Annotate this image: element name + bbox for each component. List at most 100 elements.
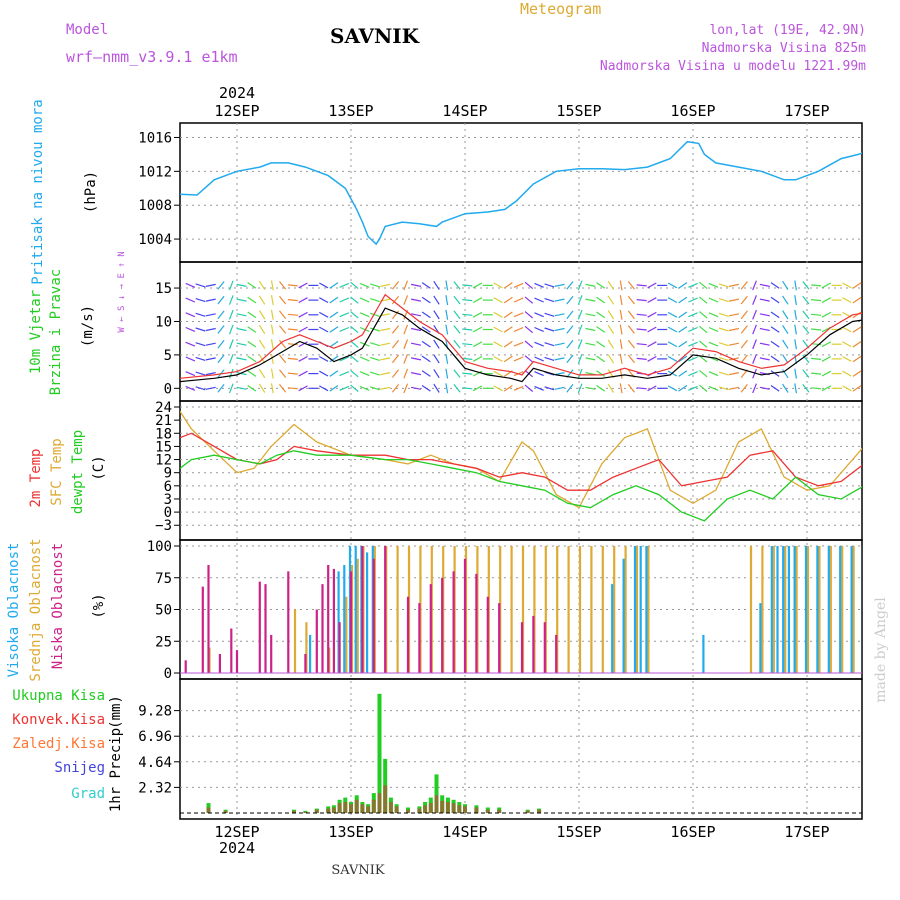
- wind-arrow: [566, 384, 574, 393]
- wind-arrow: [236, 386, 247, 390]
- station-title: SAVNIK: [330, 24, 420, 48]
- wind-arrow: [699, 325, 708, 334]
- wind-arrow: [667, 341, 678, 348]
- wind-arrow: [370, 283, 380, 288]
- conv-rain-bar: [406, 809, 410, 813]
- wind-arrow: [667, 297, 678, 304]
- wind-arrow: [433, 383, 440, 393]
- wind-arrow: [678, 340, 688, 348]
- wind-arrow: [258, 324, 266, 335]
- x-tick-top-12sep: 12SEP: [214, 102, 259, 120]
- wind-arrow: [370, 386, 380, 391]
- wind-arrow: [270, 353, 274, 364]
- wind-arrow: [298, 355, 308, 362]
- y-tick-wind-3: 15: [155, 281, 172, 297]
- wind-arrow: [513, 341, 524, 347]
- wind-arrow: [699, 384, 708, 392]
- wind-arrow: [678, 370, 688, 377]
- wind-arrow: [258, 339, 266, 349]
- wind-arrow: [852, 385, 862, 392]
- wind-arrow: [472, 326, 483, 333]
- wind-arrow: [811, 313, 822, 316]
- wind-arrow: [410, 327, 422, 332]
- wind-arrow: [445, 295, 449, 306]
- wind-arrow: [554, 298, 565, 302]
- wind-arrow: [410, 342, 422, 346]
- conv-rain-bar: [451, 803, 456, 813]
- wind-axis-title-1: 10m Vjetar: [28, 290, 44, 374]
- wind-arrow: [319, 282, 329, 289]
- wind-arrow: [270, 339, 274, 350]
- wind-arrow: [534, 341, 544, 347]
- wind-arrow: [319, 311, 329, 318]
- wind-arrow: [708, 326, 719, 332]
- wind-arrow: [667, 311, 678, 318]
- wind-arrow: [585, 342, 596, 346]
- wind-arrow: [195, 371, 206, 376]
- wind-arrow: [195, 386, 206, 391]
- legend-snow: Snijeg: [54, 760, 105, 776]
- wind-arrow: [503, 355, 513, 363]
- wind-arrow: [554, 313, 565, 317]
- wind-arrow: [718, 312, 729, 317]
- wind-arrow: [619, 339, 623, 350]
- wind-arrow: [596, 355, 606, 363]
- wind-arrow: [852, 326, 862, 333]
- wind-arrow: [585, 298, 596, 302]
- wind-arrow: [577, 324, 583, 335]
- dewpt-label: dewpt Temp: [70, 430, 86, 514]
- wind-arrow: [842, 370, 852, 377]
- wind-arrow: [794, 383, 797, 394]
- wind-arrow: [329, 385, 339, 392]
- wind-arrow: [740, 325, 748, 334]
- precip-unit: (mm): [108, 695, 124, 729]
- wind-arrow: [339, 282, 350, 288]
- wind-arrow: [708, 282, 719, 288]
- wind-speed-line: [180, 307, 862, 383]
- wind-arrow: [821, 385, 832, 392]
- wind-arrow: [811, 372, 822, 375]
- wind-arrow: [247, 296, 257, 304]
- wind-arrow: [270, 324, 274, 335]
- wind-arrow: [185, 326, 196, 332]
- wind-arrow: [247, 326, 257, 333]
- wind-arrow: [462, 299, 473, 302]
- wind-arrow: [794, 339, 797, 350]
- wind-arrow: [185, 312, 196, 318]
- tick-labels: 12SEP 12SEP 13SEP 13SEP 14SEP 14SEP 15SEP 15SEP…: [138, 102, 829, 841]
- y-tick-temperature-9: −3: [155, 518, 172, 534]
- legend-conv-rain: Konvek.Kisa: [12, 712, 105, 728]
- wind-arrow: [228, 383, 234, 394]
- wind-arrow: [370, 342, 380, 347]
- wind-arrow: [370, 371, 380, 376]
- wind-arrow: [217, 339, 225, 349]
- x-tick-top-16sep: 16SEP: [670, 102, 715, 120]
- wind-arrow: [607, 383, 615, 393]
- wind-arrow: [445, 368, 449, 379]
- panel-pressure-frame: [179, 122, 863, 263]
- wind-arrow: [493, 385, 503, 392]
- wind-arrow: [287, 328, 298, 331]
- wind-arrow: [503, 326, 513, 333]
- wind-arrow: [636, 313, 647, 316]
- wind-arrow: [350, 340, 359, 348]
- y-tick-temperature-3: 15: [155, 439, 172, 455]
- wind-arrow: [728, 283, 740, 287]
- wind-arrow: [607, 324, 615, 335]
- y-tick-precip-3: 9.28: [138, 704, 172, 720]
- wind-arrow: [493, 370, 503, 377]
- wind-arrow: [842, 355, 852, 362]
- y-tick-cloud-2: 50: [155, 603, 172, 619]
- wind-arrow: [329, 340, 339, 348]
- wind-arrow: [279, 310, 287, 320]
- wind-arrow: [821, 282, 832, 289]
- wind-arrow: [329, 282, 339, 289]
- wind-arrow: [453, 281, 461, 290]
- conv-rain-bar: [326, 808, 331, 813]
- wind-arrow: [699, 369, 708, 378]
- mid-cloud-label: Srednja Oblacnost: [28, 538, 44, 681]
- grid-lines: [174, 123, 862, 819]
- wind-arrow: [728, 372, 740, 376]
- wind-arrow: [279, 369, 287, 378]
